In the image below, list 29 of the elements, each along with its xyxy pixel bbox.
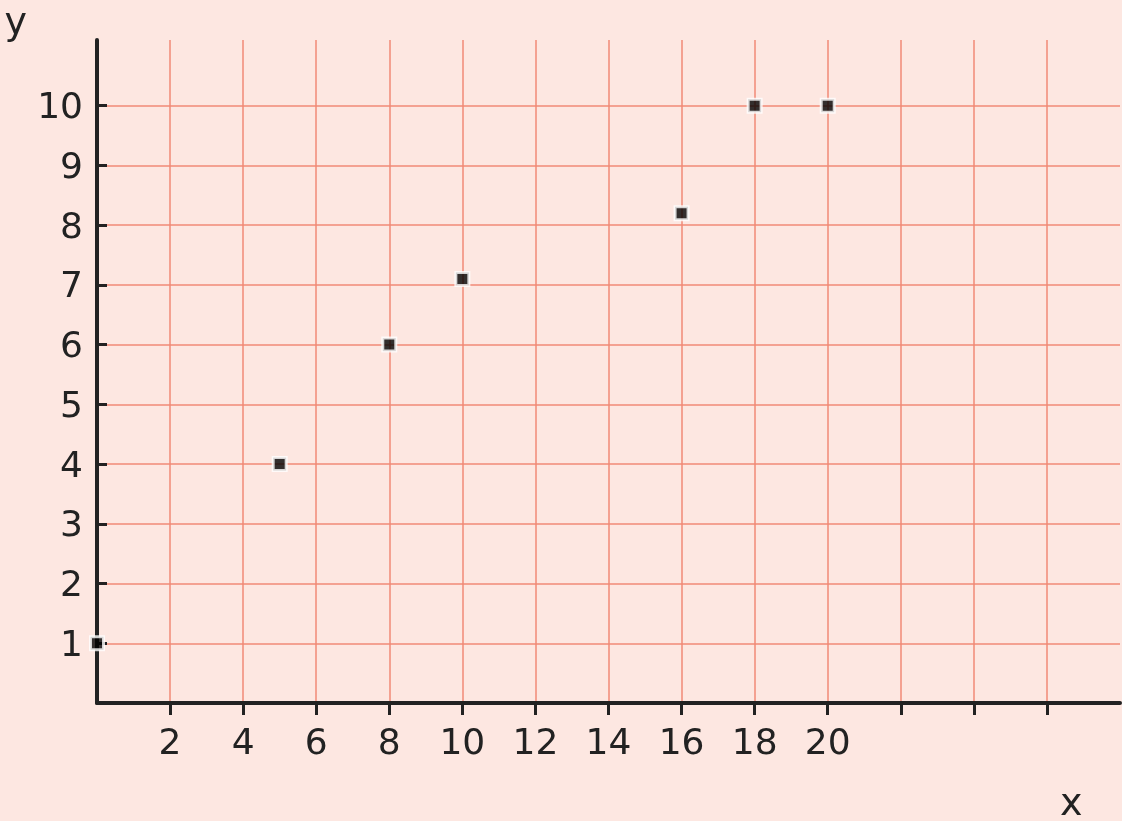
y-tick-label: 5 xyxy=(60,383,83,425)
y-tick-label: 7 xyxy=(60,264,83,306)
x-tick-label: 2 xyxy=(158,720,182,762)
x-tick-label: 20 xyxy=(804,720,851,762)
point xyxy=(454,270,471,287)
x-tick-label: 4 xyxy=(231,720,255,762)
y-axis-title: y xyxy=(4,0,27,43)
y-tick-label: 6 xyxy=(60,324,83,366)
x-tick-label: 8 xyxy=(377,720,401,762)
y-tick-label: 9 xyxy=(60,144,83,186)
x-tick-label: 6 xyxy=(304,720,328,762)
point xyxy=(746,97,763,114)
y-tick-label: 8 xyxy=(60,204,83,246)
y-tick-label: 10 xyxy=(37,85,83,127)
point xyxy=(819,97,836,114)
point xyxy=(673,205,690,222)
point xyxy=(89,635,105,652)
x-axis-title: x xyxy=(1060,780,1083,821)
point xyxy=(271,456,288,473)
x-tick-label: 12 xyxy=(512,720,559,762)
x-tick-label: 16 xyxy=(658,720,705,762)
y-tick-label: 2 xyxy=(60,563,83,605)
point xyxy=(381,336,398,353)
y-tick-label: 4 xyxy=(60,443,83,485)
y-tick-label: 3 xyxy=(60,503,83,545)
x-tick-label: 14 xyxy=(585,720,632,762)
y-tick-label: 1 xyxy=(60,622,83,664)
x-tick-label: 18 xyxy=(731,720,778,762)
x-tick-label: 10 xyxy=(439,720,486,762)
